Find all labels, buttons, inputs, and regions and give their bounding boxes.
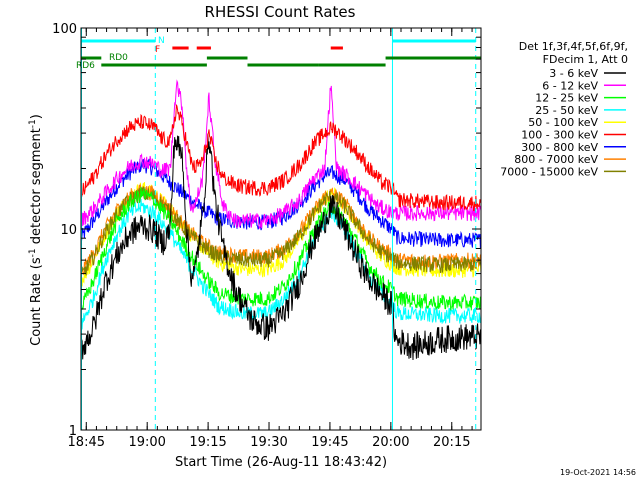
legend-entry-label: 6 - 12 keV [542,79,598,92]
series-traces [81,79,481,361]
legend: Det 1f,3f,4f,5f,6f,9f, FDecim 1, Att 0 3… [500,40,628,178]
legend-entry-label: 100 - 300 keV [521,129,598,142]
legend-header-line-2: FDecim 1, Att 0 [543,53,628,66]
series-line-5 [81,104,481,212]
y-axis-label-part-3: ) [29,114,44,119]
axes: 18:45 19:00 19:15 19:30 19:45 20:00 20:15 1 10 10… [52,22,481,450]
series-line-8 [81,186,481,276]
series-line-2 [81,186,481,314]
generation-timestamp: 19-Oct-2021 14:56 [560,468,636,477]
status-overlays: NF RD0 RD6 [76,28,481,430]
series-line-1 [81,79,481,230]
series-line-4 [81,181,481,287]
y-tick-label: 10 [60,223,77,238]
legend-entry-label: 12 - 25 keV [535,92,598,105]
y-tick-label: 100 [52,22,77,37]
chart-title: RHESSI Count Rates [205,3,356,21]
y-axis-label: Count Rate (s-1 detector segment-1) [28,114,44,346]
label-rd6: RD6 [76,61,95,71]
legend-entry-label: 800 - 7000 keV [514,153,598,166]
x-tick-label: 18:45 [68,435,105,450]
x-tick-label: 19:45 [311,435,348,450]
x-tick-label: 20:15 [433,435,470,450]
y-tick-label: 1 [69,424,77,439]
label-rd0: RD0 [109,53,128,63]
legend-entry-label: 7000 - 15000 keV [500,165,598,178]
plot-frame [80,27,482,431]
legend-entry-label: 300 - 800 keV [521,141,598,154]
x-tick-label: 19:00 [128,435,165,450]
label-f: F [155,45,160,55]
x-tick-label: 20:00 [372,435,409,450]
legend-entry-label: 25 - 50 keV [535,104,598,117]
legend-header-line-1: Det 1f,3f,4f,5f,6f,9f, [519,40,628,53]
y-axis-label-sup-1: -1 [28,248,38,257]
series-line-0 [81,133,481,361]
y-axis-label-part-2: detector segment [29,128,44,248]
x-tick-label: 19:15 [189,435,226,450]
legend-entry-label: 50 - 100 keV [528,116,598,129]
y-axis-label-part-1: Count Rate (s [29,257,44,346]
x-axis-label: Start Time (26-Aug-11 18:43:42) [175,455,387,470]
legend-entry-label: 3 - 6 keV [549,67,598,80]
label-n: N [158,36,165,46]
x-tick-label: 19:30 [250,435,287,450]
y-axis-label-sup-2: -1 [28,119,38,128]
series-line-3 [81,198,481,330]
